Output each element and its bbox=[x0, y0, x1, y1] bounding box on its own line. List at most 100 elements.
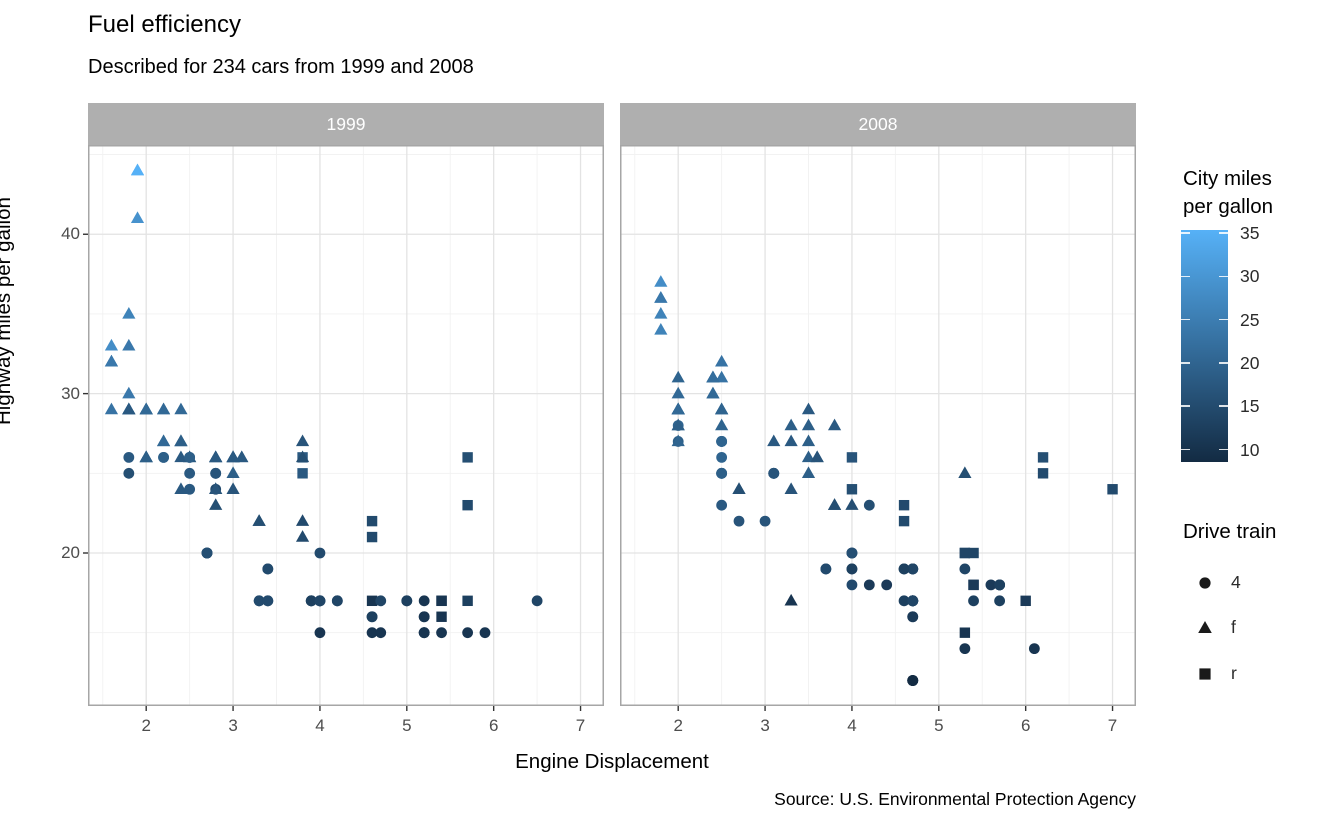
data-point bbox=[462, 627, 474, 639]
x-tick-label: 3 bbox=[760, 716, 770, 735]
data-point bbox=[158, 451, 169, 463]
data-point bbox=[226, 466, 240, 479]
colorbar-tick-label: 20 bbox=[1240, 352, 1260, 373]
data-point bbox=[959, 627, 971, 638]
data-point bbox=[716, 467, 728, 479]
data-point bbox=[846, 579, 858, 591]
data-point bbox=[863, 579, 875, 591]
chart-subtitle: Described for 234 cars from 1999 and 200… bbox=[88, 56, 474, 78]
y-axis-title: Highway miles per gallon bbox=[0, 197, 15, 425]
data-point bbox=[907, 595, 919, 607]
data-point bbox=[104, 354, 119, 367]
data-point bbox=[314, 627, 326, 639]
shape-legend-title: Drive train bbox=[1183, 520, 1277, 543]
data-point bbox=[801, 418, 816, 431]
colorbar-tick-mark bbox=[1219, 275, 1228, 278]
shape-legend-label: r bbox=[1231, 663, 1237, 683]
data-point bbox=[209, 450, 223, 463]
data-point bbox=[716, 451, 728, 463]
data-point bbox=[366, 611, 378, 623]
data-point bbox=[156, 402, 171, 415]
data-point bbox=[184, 451, 196, 463]
data-point bbox=[784, 482, 798, 494]
data-point bbox=[784, 593, 798, 606]
x-tick-label: 2 bbox=[673, 716, 683, 735]
shape-legend-label: 4 bbox=[1231, 572, 1241, 592]
data-point bbox=[174, 482, 188, 494]
data-point bbox=[295, 450, 310, 463]
data-point bbox=[968, 595, 979, 607]
colorbar-tick-mark bbox=[1181, 405, 1190, 408]
data-point bbox=[436, 627, 447, 639]
x-tick-label: 4 bbox=[315, 716, 325, 735]
data-point bbox=[1037, 468, 1049, 479]
data-point bbox=[654, 322, 668, 335]
y-tick-label: 20 bbox=[61, 543, 80, 562]
data-point bbox=[295, 530, 310, 542]
data-point bbox=[305, 595, 317, 607]
x-tick-label: 5 bbox=[402, 716, 412, 735]
data-point bbox=[671, 418, 685, 431]
data-point bbox=[959, 563, 971, 575]
facet-strip-2008: 2008 bbox=[620, 103, 1136, 145]
data-point bbox=[331, 595, 343, 607]
data-point bbox=[375, 595, 387, 607]
panel-border bbox=[88, 145, 604, 706]
colorbar-tick-mark bbox=[1181, 448, 1190, 451]
data-point bbox=[130, 163, 145, 176]
data-point bbox=[123, 451, 135, 463]
data-point bbox=[130, 211, 145, 224]
data-point bbox=[671, 434, 685, 447]
data-point bbox=[784, 434, 798, 447]
data-point bbox=[801, 434, 816, 447]
data-point bbox=[810, 450, 824, 463]
data-point bbox=[958, 466, 972, 479]
colorbar-tick-label: 35 bbox=[1240, 223, 1260, 244]
data-point bbox=[174, 434, 188, 447]
data-point bbox=[184, 467, 196, 479]
data-point bbox=[252, 514, 266, 526]
data-point bbox=[801, 450, 816, 463]
data-point bbox=[671, 386, 685, 399]
data-point bbox=[715, 402, 729, 415]
data-point bbox=[210, 467, 222, 479]
data-point bbox=[123, 467, 135, 479]
data-point bbox=[706, 370, 720, 383]
data-point bbox=[716, 436, 728, 447]
data-point bbox=[479, 627, 491, 639]
color-gradient-bar bbox=[1181, 230, 1228, 462]
data-point bbox=[295, 514, 310, 526]
data-point bbox=[436, 611, 447, 622]
data-point bbox=[732, 482, 746, 494]
data-point bbox=[122, 338, 136, 351]
x-tick-label: 7 bbox=[1107, 716, 1118, 735]
data-point bbox=[820, 563, 832, 575]
data-point bbox=[174, 402, 188, 415]
data-point bbox=[436, 595, 447, 607]
data-point bbox=[733, 515, 745, 527]
data-point bbox=[226, 482, 240, 494]
data-point bbox=[959, 547, 971, 559]
data-point bbox=[968, 579, 979, 591]
data-point bbox=[226, 450, 240, 463]
data-point bbox=[959, 643, 971, 655]
data-point bbox=[846, 484, 858, 495]
colorbar-tick-mark bbox=[1181, 232, 1190, 234]
data-point bbox=[898, 515, 910, 527]
data-point bbox=[801, 402, 816, 415]
data-point bbox=[122, 402, 136, 415]
data-point bbox=[715, 370, 729, 383]
x-tick-label: 4 bbox=[847, 716, 857, 735]
data-point bbox=[768, 467, 780, 479]
data-point bbox=[235, 450, 249, 463]
data-point bbox=[262, 595, 274, 607]
data-point bbox=[1028, 643, 1040, 655]
square-icon bbox=[1199, 668, 1211, 680]
colorbar-tick-label: 30 bbox=[1240, 266, 1260, 287]
data-point bbox=[654, 275, 668, 287]
data-point bbox=[716, 499, 728, 511]
data-point bbox=[418, 595, 430, 607]
data-point bbox=[994, 595, 1006, 607]
data-point bbox=[846, 563, 858, 575]
